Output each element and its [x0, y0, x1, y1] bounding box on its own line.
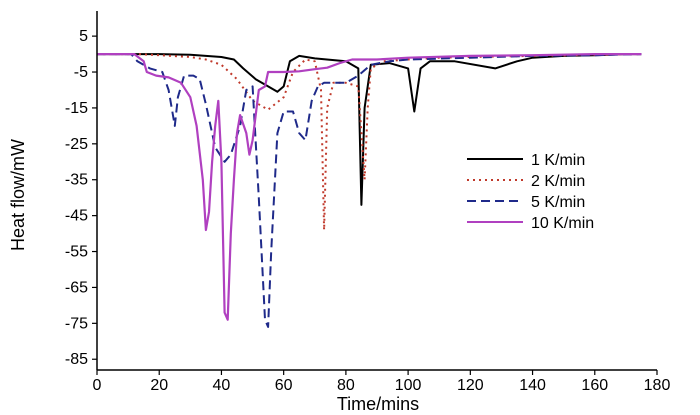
y-tick-label: 5 [79, 28, 88, 45]
x-tick-label: 20 [150, 377, 168, 394]
y-tick-label: -75 [65, 315, 88, 332]
axes: 0 20 40 60 80 100 120 140 160 180 5 -5 -15 -25 -35 -45 -… [65, 11, 671, 394]
x-tick-label: 100 [395, 377, 422, 394]
y-tick-label: -15 [65, 100, 88, 117]
y-tick-label: -55 [65, 244, 88, 261]
y-tick-label: -35 [65, 172, 88, 189]
legend-label-3: 5 K/min [531, 194, 585, 211]
x-tick-label: 0 [93, 377, 102, 394]
y-tick-label: -65 [65, 279, 88, 296]
x-tick-label: 60 [275, 377, 293, 394]
x-tick-label: 140 [519, 377, 546, 394]
y-tick-label: -25 [65, 136, 88, 153]
x-axis-title: Time/mins [337, 394, 419, 414]
series-line-1 [97, 53, 642, 206]
y-tick-label: -45 [65, 208, 88, 225]
x-tick-label: 40 [213, 377, 231, 394]
legend-label-1: 1 K/min [531, 152, 585, 169]
x-tick-label: 160 [581, 377, 608, 394]
x-tick-label: 180 [644, 377, 671, 394]
legend-label-2: 2 K/min [531, 173, 585, 190]
series-line-3 [97, 53, 642, 328]
y-axis-title: Heat flow/mW [8, 139, 28, 251]
x-tick-label: 80 [337, 377, 355, 394]
y-tick-label: -85 [65, 351, 88, 368]
series-line-4 [97, 53, 642, 321]
plot-area [97, 53, 642, 328]
legend-label-4: 10 K/min [531, 215, 594, 232]
series-line-2 [97, 53, 642, 231]
y-tick-label: -5 [74, 64, 88, 81]
legend: 1 K/min 2 K/min 5 K/min 10 K/min [467, 152, 594, 232]
x-tick-label: 120 [457, 377, 484, 394]
